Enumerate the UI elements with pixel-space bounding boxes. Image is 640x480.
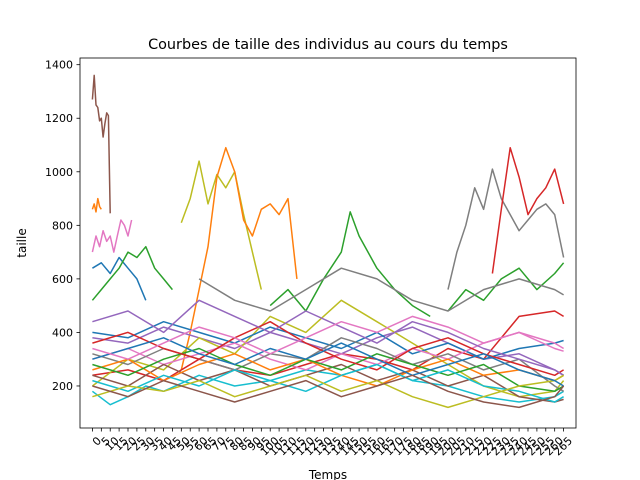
series-line-25 bbox=[92, 337, 564, 387]
y-axis: 200 400 600 800 1000 1200 1400 bbox=[45, 59, 80, 393]
series-line-7 bbox=[269, 211, 431, 318]
chart-title: Courbes de taille des individus au cours… bbox=[148, 37, 508, 53]
series-line-15 bbox=[92, 320, 564, 360]
y-tick-label: 1400 bbox=[45, 59, 73, 72]
series-line-14 bbox=[91, 299, 565, 398]
series-line-10 bbox=[447, 262, 565, 312]
plot-lines bbox=[91, 74, 565, 409]
y-tick-label: 800 bbox=[52, 219, 73, 232]
series-line-0 bbox=[91, 74, 111, 214]
series-line-27 bbox=[92, 374, 565, 409]
y-tick-label: 200 bbox=[52, 380, 73, 393]
x-axis-label: Temps bbox=[308, 468, 347, 480]
series-line-8 bbox=[447, 168, 565, 290]
y-tick-label: 400 bbox=[52, 326, 73, 339]
y-tick-label: 600 bbox=[52, 273, 73, 286]
series-line-5 bbox=[180, 160, 263, 290]
y-axis-label: taille bbox=[15, 228, 29, 257]
series-line-4 bbox=[91, 245, 173, 301]
series-line-2 bbox=[91, 219, 133, 253]
series-line-3 bbox=[92, 256, 147, 301]
series-line-24 bbox=[92, 374, 564, 409]
x-axis: 0510152025303540455055606570758085909510… bbox=[90, 428, 575, 458]
series-line-26 bbox=[92, 315, 564, 360]
series-line-6 bbox=[180, 146, 298, 371]
series-line-22 bbox=[92, 299, 564, 376]
series-line-21 bbox=[92, 320, 564, 377]
y-tick-label: 1200 bbox=[45, 112, 73, 125]
series-line-28 bbox=[198, 267, 564, 312]
plot-frame bbox=[79, 57, 577, 429]
y-tick-label: 1000 bbox=[45, 166, 73, 179]
series-line-20 bbox=[92, 347, 564, 393]
series-line-1 bbox=[91, 197, 102, 213]
series-line-9 bbox=[491, 146, 565, 274]
